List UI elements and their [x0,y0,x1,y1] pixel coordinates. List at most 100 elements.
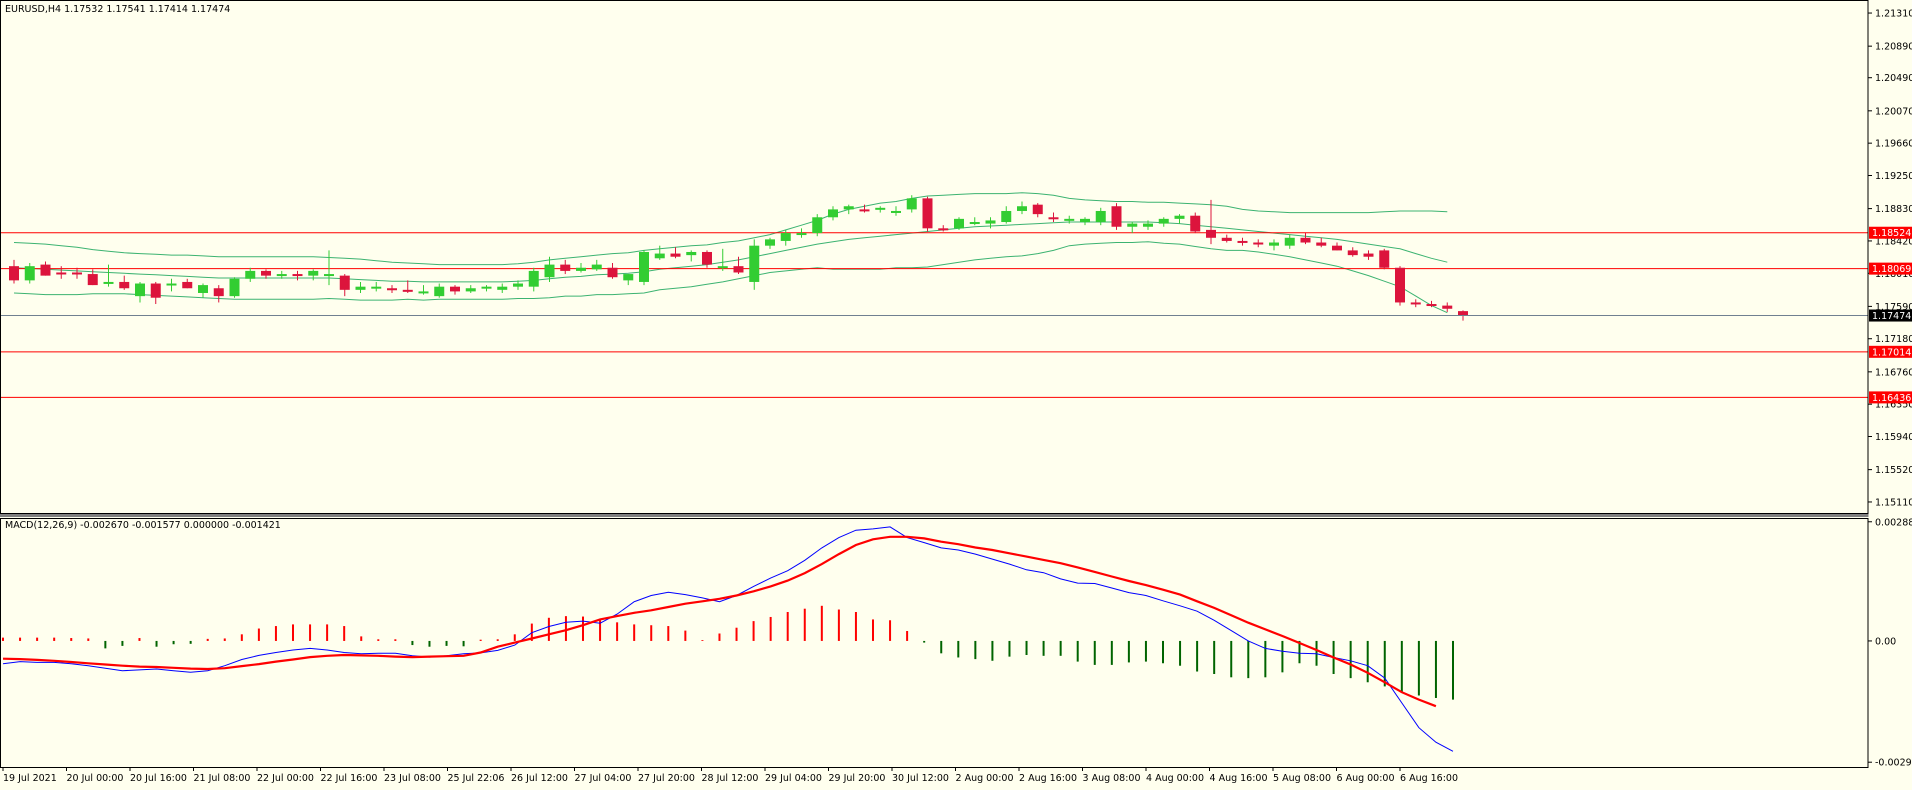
candle [72,267,82,279]
pane-separator[interactable] [0,514,1869,517]
candle [1095,207,1106,226]
candle [355,281,366,293]
candle-body [1064,218,1075,221]
horizontal-level-label: 1.16436 [1872,393,1911,404]
candle [843,204,854,215]
candle [1190,212,1201,234]
candle-body [686,251,697,256]
candle-body [292,274,303,277]
candle-body [1143,223,1153,227]
candle-body [1363,253,1374,257]
candle [560,259,571,275]
price-tick-label: 1.17180 [1875,334,1912,345]
candle-body [733,266,744,273]
price-tick-label: 1.15520 [1875,465,1912,476]
candle [481,285,492,292]
horizontal-level-tag [1869,226,1912,239]
candle [1032,203,1043,218]
time-tick-label: 4 Aug 16:00 [1210,773,1268,784]
candle [1048,212,1059,223]
candle [276,270,287,279]
macd-tick-label: 0.00 [1875,636,1896,647]
candle [733,256,744,275]
candle [796,228,807,238]
candle-body [1395,267,1405,303]
macd-indicator [2,526,1454,752]
candle-body [198,285,208,293]
horizontal-levels[interactable]: 1.18524 1.18069 1.17014 1.16436 [0,226,1912,404]
price-tick-label: 1.20070 [1875,106,1912,117]
candle-body [72,272,82,275]
candle [780,229,791,246]
candle-body [465,288,476,292]
candle [1316,237,1327,248]
candle-body [922,198,933,229]
candle-body [985,220,996,224]
band-upper [13,192,1448,266]
candle-body [560,264,571,271]
candle [1300,233,1311,245]
time-tick-label: 19 Jul 2021 [3,773,57,784]
candle [1395,266,1405,306]
candle [607,263,618,279]
candle-body [528,270,539,287]
candle-body [1206,229,1216,238]
candle-body [1316,242,1327,246]
candle-body [1284,237,1295,246]
candle-body [1127,223,1138,227]
candle [198,283,208,298]
candle [182,278,193,289]
candle [1111,203,1122,230]
candle [702,250,712,268]
candle [576,263,586,273]
candle [765,237,775,249]
candle [324,250,334,286]
candle-body [1253,242,1264,245]
candle-body [828,209,838,218]
signal-line [2,535,1437,708]
candle-body [40,264,51,276]
candle [954,217,964,230]
candle-body [1442,305,1453,309]
candle [922,196,933,232]
candle-body [1048,217,1059,220]
candle-body [355,286,366,290]
candle [371,281,382,292]
candle [1379,248,1390,270]
macd-tick-label: 0.002883 [1875,517,1912,528]
candle-body [103,281,114,284]
candle-body [544,264,555,278]
candle [56,266,67,279]
candle [812,214,823,237]
candle [1158,217,1169,227]
current-price-label: 1.17474 [1872,311,1911,322]
price-tick-label: 1.18830 [1875,204,1912,215]
price-tick-label: 1.20890 [1875,42,1912,53]
candle-body [1001,210,1012,223]
candle [513,280,523,290]
time-tick-label: 21 Jul 08:00 [194,773,251,784]
candle [465,285,476,293]
candle-body [1174,215,1185,219]
candle [308,269,319,281]
candle-body [119,281,130,289]
time-tick-label: 30 Jul 12:00 [892,773,949,784]
horizontal-level-tag [1869,345,1912,358]
candle [135,281,145,303]
candle [1332,242,1342,251]
candle [544,256,555,282]
candle-body [182,281,193,289]
candle [906,195,917,213]
candle-body [166,283,177,286]
candle-body [591,264,602,270]
price-tick-label: 1.20490 [1875,73,1912,84]
time-tick-label: 5 Aug 08:00 [1273,773,1331,784]
candle [654,245,665,260]
candle [339,274,350,297]
candle [591,259,602,271]
candle-body [891,210,901,213]
candle [1206,199,1216,245]
candle-body [1032,204,1043,215]
